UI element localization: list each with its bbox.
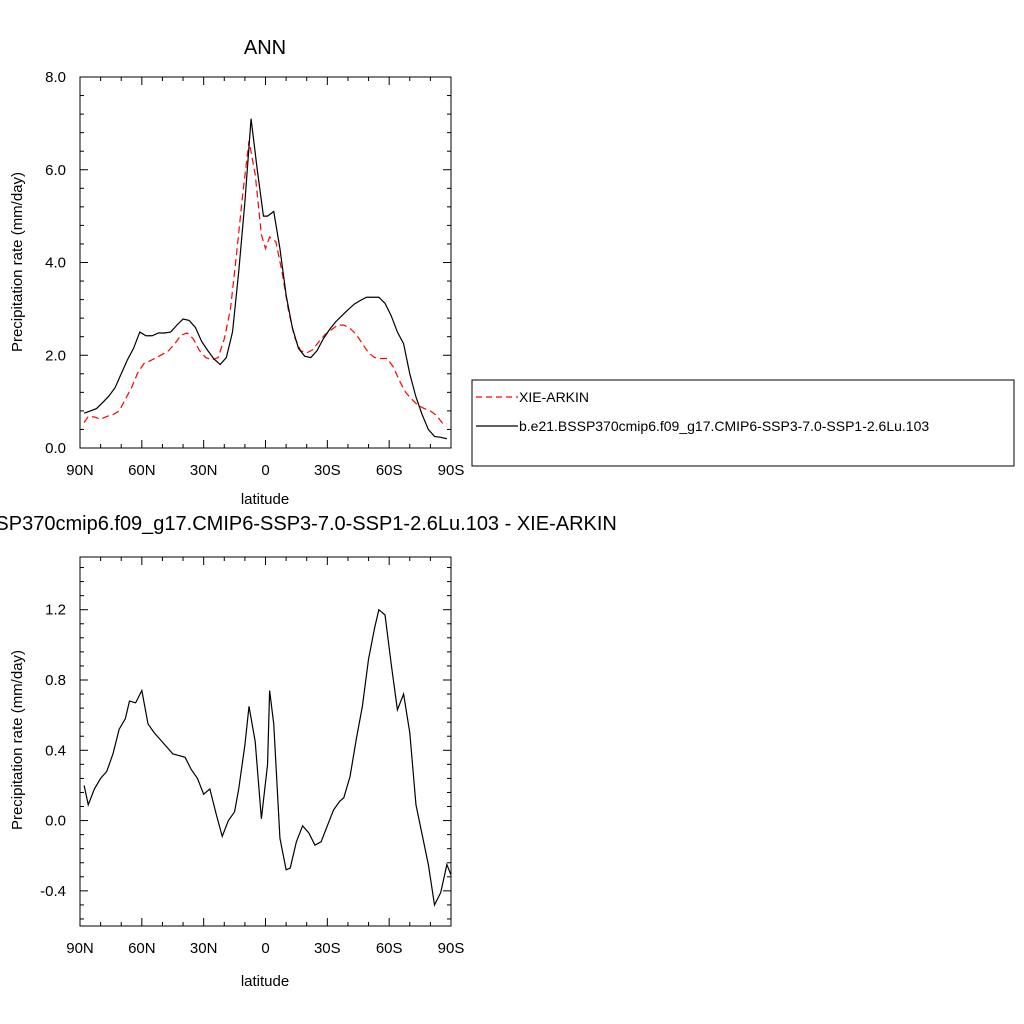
x-tick-label: 30N [190, 940, 218, 957]
y-tick-label: 6.0 [45, 162, 66, 179]
plot-frame [79, 556, 452, 927]
x-tick-label: 30N [190, 462, 218, 479]
y-tick-label: 2.0 [45, 347, 66, 364]
y-tick-label: 1.2 [45, 602, 66, 619]
x-tick-label: 90N [66, 462, 94, 479]
x-tick-label: 90S [438, 940, 465, 957]
y-axis-label: Precipitation rate (mm/day) [9, 172, 26, 352]
x-tick-labels: 90N 60N 30N 0 30S 60S 90S [66, 940, 464, 957]
x-axis-label: latitude [241, 491, 289, 508]
chart-title: ANN [244, 37, 286, 59]
series-line-difference [83, 608, 452, 907]
x-tick-label: 90N [66, 940, 94, 957]
y-tick-label: 0.8 [45, 672, 66, 689]
y-tick-label: -0.4 [40, 883, 66, 900]
x-tick-label: 90S [438, 462, 465, 479]
y-tick-label: 0.0 [45, 440, 66, 457]
x-tick-label: 0 [261, 462, 269, 479]
x-tick-label: 60S [376, 462, 403, 479]
series-line-b-e21-bssp370cmip6-f09-g17-cmip6-ssp3-7-0-ssp1-2-6lu-103 [83, 118, 448, 440]
chart-title: b.e21.BSSP370cmip6.f09_g17.CMIP6-SSP3-7.… [0, 513, 617, 535]
plot-frame [79, 76, 452, 449]
x-tick-label: 30S [314, 462, 341, 479]
legend-label-model: b.e21.BSSP370cmip6.f09_g17.CMIP6-SSP3-7.… [519, 418, 929, 434]
plot-ticks [79, 557, 452, 926]
x-tick-label: 60N [128, 940, 156, 957]
x-axis-label: latitude [241, 973, 289, 990]
x-tick-label: 60N [128, 462, 156, 479]
x-tick-labels: 90N 60N 30N 0 30S 60S 90S [66, 462, 464, 479]
y-tick-label: 0.0 [45, 813, 66, 830]
y-tick-label: 0.4 [45, 742, 66, 759]
y-tick-labels: -0.4 0.0 0.4 0.8 1.2 [40, 602, 66, 900]
x-tick-label: 0 [261, 940, 269, 957]
plot-ticks [79, 76, 452, 449]
y-tick-labels: 0.0 2.0 4.0 6.0 8.0 [45, 69, 66, 457]
x-tick-label: 60S [376, 940, 403, 957]
legend-label-xie-arkin: XIE-ARKIN [519, 389, 589, 405]
panel-annual-mean: ANN Precipitation rate (mm/day) latitude… [9, 37, 464, 508]
x-tick-label: 30S [314, 940, 341, 957]
y-tick-label: 8.0 [45, 69, 66, 86]
series-line-xie-arkin [83, 140, 447, 425]
panel-difference: b.e21.BSSP370cmip6.f09_g17.CMIP6-SSP3-7.… [0, 513, 617, 990]
series-layer [83, 118, 448, 440]
legend: XIE-ARKIN b.e21.BSSP370cmip6.f09_g17.CMI… [471, 379, 1015, 467]
y-tick-label: 4.0 [45, 255, 66, 272]
series-layer [83, 608, 452, 907]
legend-box [471, 379, 1015, 467]
y-axis-label: Precipitation rate (mm/day) [9, 650, 26, 830]
